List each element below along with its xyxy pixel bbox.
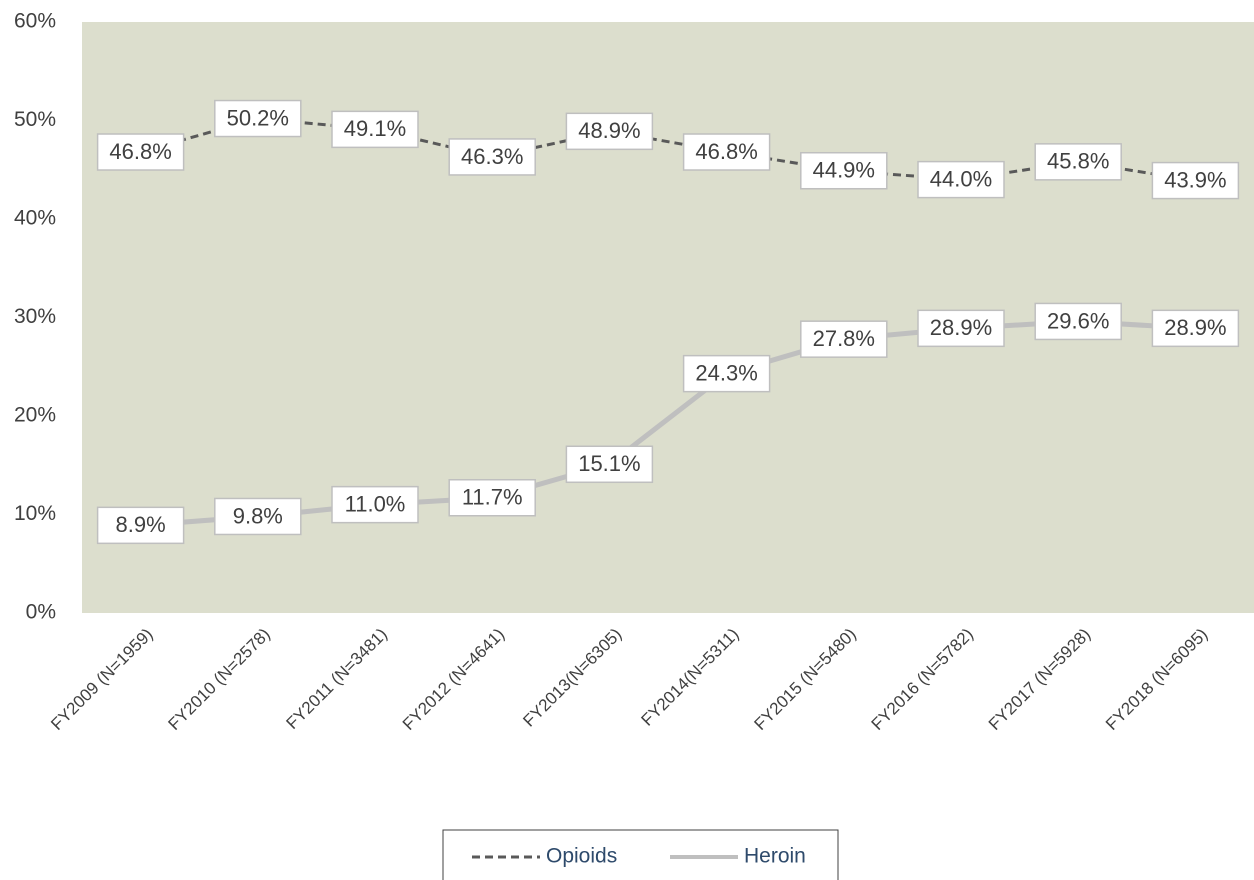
series-line bbox=[140, 117, 1196, 183]
data-label-box bbox=[1034, 143, 1122, 181]
y-tick-label: 30% bbox=[14, 305, 56, 328]
data-label: 28.9% bbox=[930, 315, 992, 340]
data-label-box bbox=[96, 506, 185, 545]
data-label-box bbox=[331, 485, 419, 524]
data-label: 45.8% bbox=[1047, 149, 1109, 174]
data-label: 43.9% bbox=[1164, 167, 1226, 192]
series-line bbox=[140, 318, 1196, 528]
y-tick-label: 10% bbox=[14, 502, 56, 525]
legend-label: Opioids bbox=[546, 845, 617, 868]
data-label-box bbox=[331, 110, 419, 149]
data-label: 50.2% bbox=[227, 105, 289, 130]
data-label: 24.3% bbox=[695, 360, 757, 385]
x-tick-label: FY2014(N=5311) bbox=[638, 625, 743, 730]
data-label-box bbox=[1151, 309, 1240, 348]
data-label-box bbox=[448, 479, 536, 517]
y-tick-label: 40% bbox=[14, 207, 56, 230]
data-label: 48.9% bbox=[578, 118, 640, 143]
legend-box bbox=[442, 829, 839, 880]
data-label-box bbox=[682, 133, 771, 171]
data-label-box bbox=[565, 112, 654, 151]
data-label-box bbox=[96, 133, 185, 171]
data-label-box bbox=[1151, 161, 1240, 200]
x-tick-label: FY2016 (N=5782) bbox=[868, 625, 977, 734]
data-label: 49.1% bbox=[344, 116, 406, 141]
x-tick-label: FY2009 (N=1959) bbox=[47, 625, 156, 734]
data-label: 44.9% bbox=[813, 158, 875, 183]
data-label: 11.0% bbox=[345, 491, 406, 516]
data-label-box bbox=[800, 151, 888, 190]
data-label-box bbox=[214, 99, 302, 138]
y-tick-label: 60% bbox=[14, 10, 56, 33]
x-tick-label: FY2013(N=6305) bbox=[519, 625, 625, 731]
data-label: 8.9% bbox=[116, 512, 166, 537]
data-label: 29.6% bbox=[1047, 308, 1109, 333]
data-label-box bbox=[565, 445, 654, 484]
x-tick-label: FY2017 (N=5928) bbox=[985, 625, 1094, 734]
data-label-box bbox=[214, 497, 302, 536]
x-tick-label: FY2018 (N=6095) bbox=[1102, 625, 1211, 734]
x-tick-label: FY2012 (N=4641) bbox=[399, 625, 508, 734]
data-label-box bbox=[448, 138, 536, 176]
y-tick-label: 20% bbox=[14, 404, 56, 427]
data-label: 15.1% bbox=[578, 451, 640, 476]
data-label: 11.7% bbox=[462, 485, 523, 510]
data-label: 27.8% bbox=[813, 326, 875, 351]
data-label: 28.9% bbox=[1164, 315, 1226, 340]
x-tick-label: FY2011 (N=3481) bbox=[283, 625, 391, 733]
data-label: 46.8% bbox=[695, 139, 757, 164]
y-tick-label: 0% bbox=[26, 601, 56, 624]
x-tick-label: FY2010 (N=2578) bbox=[164, 625, 273, 734]
legend-label: Heroin bbox=[744, 845, 806, 868]
data-label: 44.0% bbox=[930, 166, 992, 191]
data-label-box bbox=[1034, 302, 1122, 341]
data-label-box bbox=[800, 320, 888, 358]
data-label-box bbox=[917, 309, 1005, 348]
y-tick-label: 50% bbox=[14, 108, 56, 131]
data-label: 46.8% bbox=[109, 139, 171, 164]
data-label: 9.8% bbox=[233, 503, 283, 528]
x-tick-label: FY2015 (N=5480) bbox=[750, 625, 859, 734]
data-label-box bbox=[682, 354, 771, 393]
data-label: 46.3% bbox=[461, 144, 523, 169]
data-label-box bbox=[917, 160, 1005, 199]
